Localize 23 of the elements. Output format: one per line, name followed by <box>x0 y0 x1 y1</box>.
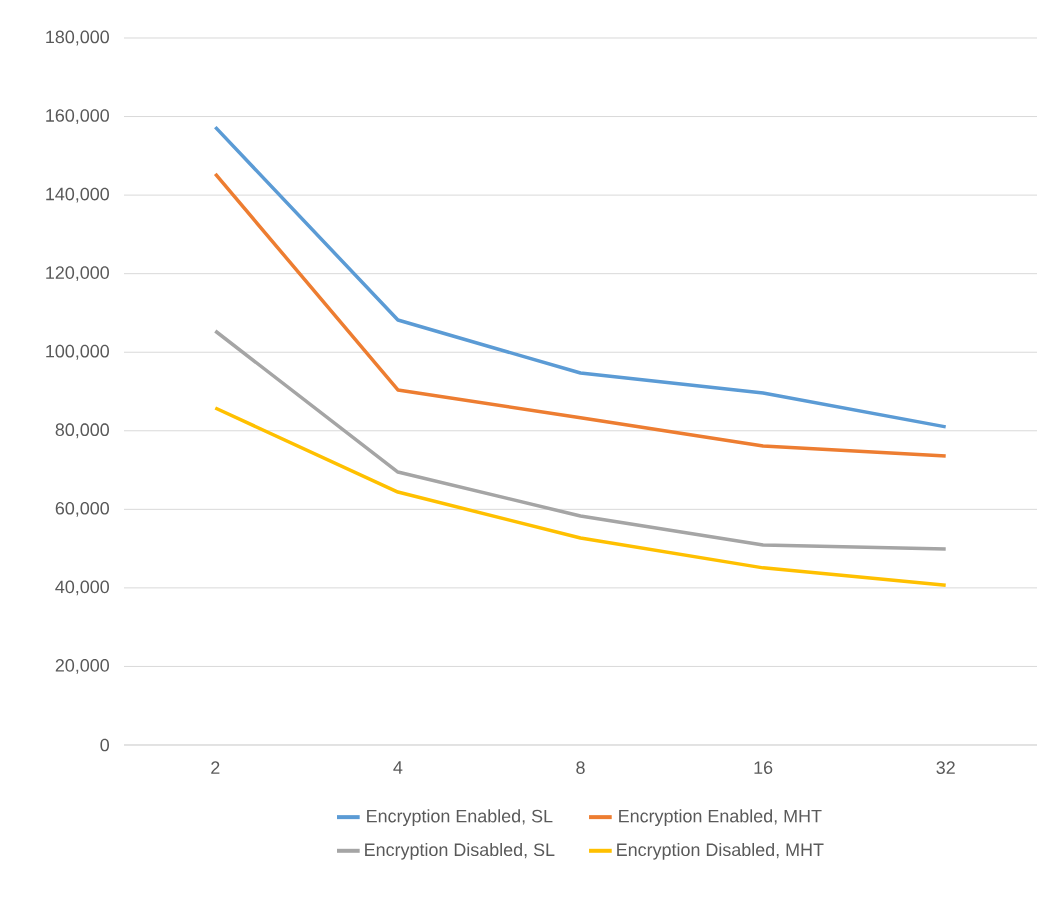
x-tick-label: 4 <box>393 761 403 774</box>
legend-label: Encryption Enabled, SL <box>367 809 553 826</box>
line-series <box>213 172 948 458</box>
x-tick-label: 32 <box>936 761 955 774</box>
y-tick-label: 60,000 <box>55 501 109 517</box>
y-tick-label: 100,000 <box>46 344 109 360</box>
x-tick-label: 2 <box>211 761 220 774</box>
y-tick-label: 20,000 <box>55 659 109 674</box>
y-tick-label: 140,000 <box>46 187 109 203</box>
y-tick-label: 0 <box>100 738 110 752</box>
legend-label: Encryption Enabled, MHT <box>619 809 822 826</box>
y-tick-label: 180,000 <box>46 30 109 46</box>
line-series <box>213 125 948 429</box>
x-tick-label: 8 <box>576 761 585 774</box>
y-tick-label: 120,000 <box>46 266 109 282</box>
y-tick-label: 40,000 <box>55 580 109 596</box>
legend-label: Encryption Disabled, SL <box>365 842 555 860</box>
line-series <box>213 406 948 587</box>
x-tick-label: 16 <box>754 761 773 774</box>
y-tick-label: 80,000 <box>55 423 109 439</box>
legend-label: Encryption Disabled, MHT <box>617 842 824 860</box>
line-series <box>213 329 948 551</box>
y-tick-label: 160,000 <box>46 109 109 124</box>
